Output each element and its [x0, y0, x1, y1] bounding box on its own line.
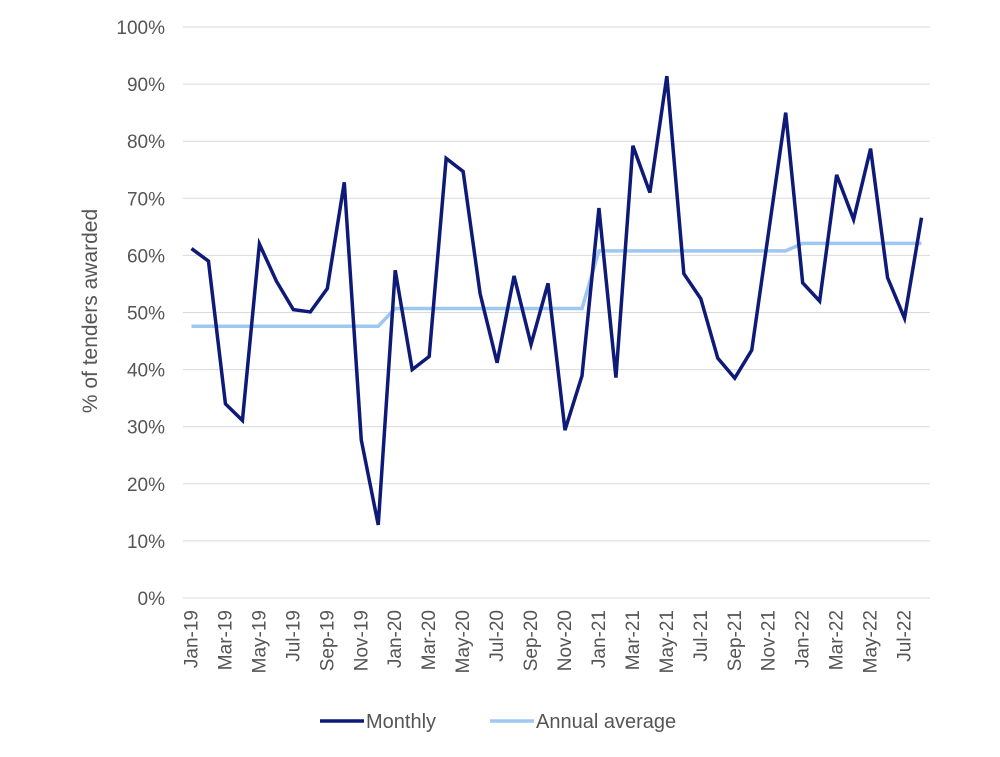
- y-tick-label: 100%: [116, 18, 165, 39]
- y-tick-label: 60%: [127, 246, 165, 267]
- x-tick-label: May-20: [453, 610, 474, 673]
- x-tick-label: Jan-19: [181, 610, 202, 668]
- x-tick-label: Sep-20: [521, 610, 542, 671]
- x-tick-label: Jul-21: [691, 610, 712, 662]
- y-tick-label: 70%: [127, 189, 165, 210]
- x-tick-label: Mar-22: [827, 610, 848, 670]
- x-tick-label: Jul-19: [283, 610, 304, 662]
- y-tick-label: 90%: [127, 75, 165, 96]
- x-tick-label: Jan-21: [589, 610, 610, 668]
- x-tick-label: Mar-21: [623, 610, 644, 670]
- x-tick-label: Nov-19: [351, 610, 372, 671]
- x-axis-tick-labels: Jan-19 Mar-19 May-19 Jul-19 Sep-19 Nov-19 Jan-…: [181, 610, 915, 673]
- x-tick-label: Jan-22: [793, 610, 814, 668]
- x-tick-label: Jul-22: [895, 610, 916, 662]
- series-line-monthly: [190, 75, 924, 526]
- y-tick-label: 20%: [127, 475, 165, 496]
- series-lines: [190, 75, 924, 526]
- x-tick-label: Jul-20: [487, 610, 508, 662]
- x-tick-label: Mar-20: [419, 610, 440, 670]
- x-tick-label: Sep-19: [317, 610, 338, 671]
- y-tick-label: 30%: [127, 418, 165, 439]
- y-axis-tick-labels: 0% 10% 20% 30% 40% 50% 60% 70% 80% 90% 100%: [116, 18, 165, 610]
- x-tick-label: Mar-19: [215, 610, 236, 670]
- y-tick-label: 0%: [138, 589, 166, 610]
- x-tick-label: Nov-20: [555, 610, 576, 671]
- y-tick-label: 40%: [127, 361, 165, 382]
- x-tick-label: May-21: [657, 610, 678, 673]
- x-tick-label: Jan-20: [385, 610, 406, 668]
- y-axis-title: % of tenders awarded: [79, 209, 102, 413]
- y-tick-label: 50%: [127, 304, 165, 325]
- x-tick-label: May-22: [861, 610, 882, 673]
- legend-label-annual-average: Annual average: [536, 711, 676, 733]
- legend: Monthly Annual average: [320, 711, 676, 733]
- x-tick-label: May-19: [249, 610, 270, 673]
- legend-label-monthly: Monthly: [366, 711, 436, 733]
- grid-lines: [183, 26, 930, 599]
- y-tick-label: 10%: [127, 532, 165, 553]
- x-tick-label: Nov-21: [759, 610, 780, 671]
- x-tick-label: Sep-21: [725, 610, 746, 671]
- y-tick-label: 80%: [127, 132, 165, 153]
